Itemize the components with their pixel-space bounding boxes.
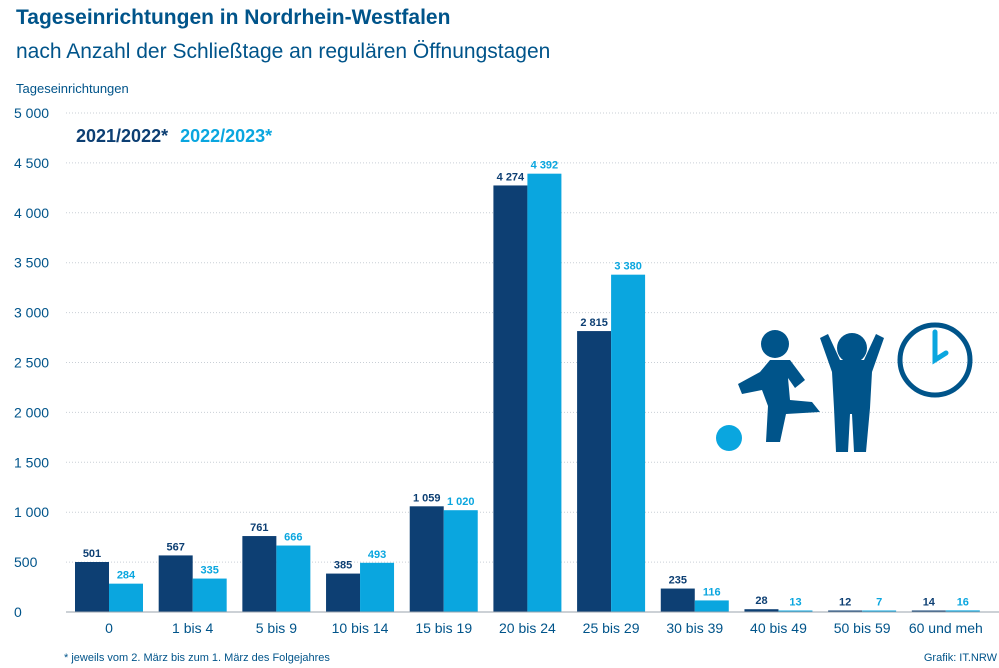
- legend-item-series-2: 2022/2023*: [180, 126, 273, 146]
- category-label: 0: [105, 620, 113, 636]
- value-label: 666: [284, 532, 302, 544]
- ball-icon: [716, 425, 742, 451]
- y-tick-label: 4 500: [14, 155, 49, 171]
- value-label: 335: [201, 565, 219, 577]
- category-label: 40 bis 49: [750, 620, 807, 636]
- category-label: 15 bis 19: [415, 620, 472, 636]
- bars: [75, 173, 980, 612]
- bar-2: [360, 562, 395, 612]
- value-label: 14: [923, 597, 936, 609]
- bar-1: [660, 588, 695, 612]
- bar-1: [493, 185, 528, 612]
- bar-2: [192, 578, 227, 612]
- y-tick-label: 500: [14, 554, 38, 570]
- value-label: 567: [167, 541, 185, 553]
- legend: 2021/2022* 2022/2023*: [76, 126, 284, 147]
- y-tick-labels: 0 500 1 000 1 500 2 000 2 500 3 000 3 500 4 000 4…: [14, 105, 49, 620]
- category-label: 50 bis 59: [834, 620, 891, 636]
- value-label: 235: [669, 575, 687, 587]
- value-labels: 501 284 567 335 761 666 385 493 1 059 1 020 4 274 4…: [83, 160, 969, 609]
- value-label: 3 380: [614, 261, 642, 273]
- kicking-child-icon: [738, 330, 820, 442]
- y-tick-label: 1 000: [14, 504, 49, 520]
- value-label: 2 815: [580, 317, 608, 329]
- footnote: * jeweils vom 2. März bis zum 1. März de…: [64, 652, 330, 664]
- bar-2: [109, 583, 143, 612]
- y-tick-label: 3 000: [14, 305, 49, 321]
- category-label: 60 und meh: [909, 620, 983, 636]
- chart-subtitle: nach Anzahl der Schließtage an regulären…: [16, 40, 551, 63]
- cheering-child-icon: [820, 333, 884, 452]
- value-label: 501: [83, 548, 101, 560]
- y-tick-label: 5 000: [14, 105, 49, 121]
- value-label: 12: [839, 597, 851, 609]
- bar-2: [694, 600, 729, 612]
- bar-1: [158, 555, 193, 612]
- bar-2: [527, 173, 562, 612]
- value-label: 7: [876, 597, 882, 609]
- category-label: 30 bis 39: [666, 620, 723, 636]
- bar-2: [443, 510, 478, 612]
- legend-item-series-1: 2021/2022*: [76, 126, 169, 146]
- value-label: 1 059: [413, 492, 441, 504]
- value-label: 4 274: [497, 171, 525, 183]
- value-label: 385: [334, 560, 352, 572]
- illustration: [716, 322, 973, 452]
- value-label: 493: [368, 549, 386, 561]
- category-label: 5 bis 9: [256, 620, 297, 636]
- value-label: 16: [957, 596, 969, 608]
- value-label: 116: [703, 586, 721, 598]
- y-tick-label: 3 500: [14, 255, 49, 271]
- value-label: 13: [789, 597, 801, 609]
- bar-1: [75, 562, 109, 612]
- value-label: 761: [250, 522, 268, 534]
- bar-2: [778, 610, 813, 612]
- bar-2: [945, 610, 980, 612]
- clock-icon: [897, 322, 973, 398]
- bar-1: [242, 536, 277, 612]
- y-tick-label: 0: [14, 604, 22, 620]
- bar-1: [326, 573, 361, 612]
- bar-2: [862, 610, 897, 612]
- y-tick-label: 2 500: [14, 355, 49, 371]
- bar-1: [828, 610, 863, 612]
- bar-2: [611, 274, 646, 612]
- category-label: 25 bis 29: [583, 620, 640, 636]
- value-label: 28: [755, 595, 767, 607]
- value-label: 4 392: [531, 160, 559, 172]
- bar-1: [911, 610, 946, 612]
- value-label: 284: [117, 570, 136, 582]
- y-axis-label: Tageseinrichtungen: [16, 81, 129, 96]
- chart-title: Tageseinrichtungen in Nordrhein-Westfale…: [16, 6, 451, 29]
- y-tick-label: 4 000: [14, 205, 49, 221]
- bar-1: [409, 506, 444, 612]
- bar-1: [577, 331, 612, 612]
- y-tick-label: 2 000: [14, 404, 49, 420]
- category-label: 10 bis 14: [332, 620, 389, 636]
- source-credit: Grafik: IT.NRW: [923, 652, 997, 664]
- category-labels: 0 1 bis 4 5 bis 9 10 bis 14 15 bis 19 20 bis …: [105, 620, 983, 636]
- y-tick-label: 1 500: [14, 454, 49, 470]
- category-label: 1 bis 4: [172, 620, 213, 636]
- bar-2: [276, 545, 311, 612]
- value-label: 1 020: [447, 496, 475, 508]
- bar-1: [744, 609, 779, 612]
- category-label: 20 bis 24: [499, 620, 556, 636]
